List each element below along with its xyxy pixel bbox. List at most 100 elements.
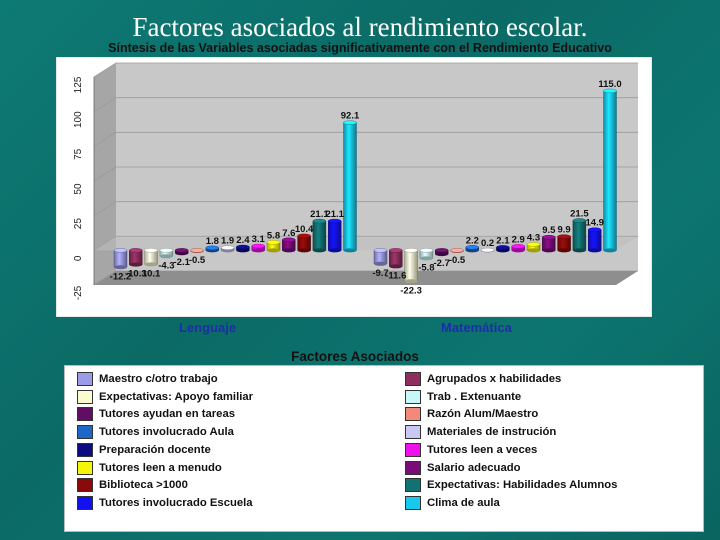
gridline <box>93 166 638 182</box>
bar-base <box>527 248 540 253</box>
legend-swatch <box>405 425 421 440</box>
bar-cap <box>419 248 434 253</box>
bar-base <box>588 248 602 253</box>
bar-body <box>572 220 587 251</box>
bar-cap <box>496 245 510 250</box>
bar-base <box>328 248 342 253</box>
gridline <box>93 62 638 78</box>
data-label: 21.1 <box>310 209 329 220</box>
gridline <box>93 201 638 217</box>
legend-title: Factores Asociados <box>291 349 419 364</box>
bar <box>159 248 174 259</box>
y-tick-label: -25 <box>73 285 84 300</box>
bar-cap <box>511 244 525 249</box>
data-label: -11.6 <box>385 270 406 281</box>
data-label: -10.3 <box>125 269 147 280</box>
data-label: 1.9 <box>221 236 234 247</box>
bar-cap <box>113 248 128 253</box>
category-label-lenguaje: Lenguaje <box>179 320 237 335</box>
bar-base <box>374 261 387 266</box>
bar-cap <box>404 248 418 253</box>
data-label: 4.3 <box>527 232 540 243</box>
bar <box>603 88 617 253</box>
data-label: 9.9 <box>557 225 570 236</box>
bar <box>113 248 128 270</box>
legend-label: Clima de aula <box>427 496 500 509</box>
bar-base <box>389 264 403 269</box>
bar-base <box>236 248 250 253</box>
legend-label: Maestro c/otro trabajo <box>99 373 218 385</box>
y-axis: -25 0 25 50 75 100 125 <box>73 76 95 300</box>
legend-swatch <box>405 372 421 386</box>
bar-cap <box>389 248 403 253</box>
chart-zero-plane <box>94 236 638 251</box>
bar-cap <box>190 248 204 253</box>
bar <box>205 245 220 253</box>
category-label-matematica: Matemática <box>441 320 512 335</box>
data-label: 10.1 <box>142 268 161 279</box>
legend-item: Maestro c/otro trabajo <box>77 372 218 386</box>
data-label: 7.6 <box>282 228 295 239</box>
legend-label: Materiales de instrución <box>427 426 557 439</box>
legend-label: Trab . Extenuante <box>427 390 522 403</box>
legend-item: Tutores leen a veces <box>405 442 537 457</box>
slide-title: Factores asociados al rendimiento escola… <box>132 12 588 42</box>
data-label: 21.5 <box>570 209 589 220</box>
bar-base <box>312 248 326 253</box>
data-label: -12.2 <box>110 271 132 282</box>
bar <box>465 245 479 253</box>
legend-item: Trab . Extenuante <box>405 389 522 404</box>
bar <box>588 227 602 253</box>
data-label: 3.1 <box>252 234 266 245</box>
bar-cap <box>480 247 495 253</box>
legend-label: Expectativas: Apoyo familiar <box>99 390 254 403</box>
chart-legend: Maestro c/otro trabajo Expectativas: Apoy… <box>64 365 704 532</box>
legend-label: Salario adecuado <box>427 461 521 474</box>
data-label: 92.1 <box>341 111 360 122</box>
bar-cap <box>312 218 327 224</box>
data-label: -2.1 <box>174 257 191 268</box>
data-label: 2.1 <box>496 235 510 246</box>
legend-swatch <box>77 495 93 510</box>
bar-base <box>159 254 173 259</box>
bar-base <box>267 248 280 253</box>
data-label: -0.5 <box>449 255 466 266</box>
bar-cap <box>526 242 541 247</box>
bar <box>404 248 418 284</box>
legend-swatch <box>77 389 93 404</box>
legend-item: Razón Alum/Maestro <box>405 407 538 422</box>
bar-cap <box>236 244 250 250</box>
bar-body <box>603 90 617 251</box>
bar-base <box>144 262 158 267</box>
bar-cap <box>542 234 556 240</box>
bar <box>419 248 434 261</box>
y-tick-label: 100 <box>73 111 84 128</box>
bar-base <box>251 248 265 253</box>
bar-body <box>113 250 128 268</box>
bar-cap <box>557 234 571 239</box>
data-label: -9.7 <box>372 268 388 279</box>
legend-swatch <box>77 478 93 493</box>
legend-swatch <box>77 407 93 422</box>
data-label: -5.8 <box>418 262 434 273</box>
data-label: -2.7 <box>434 258 450 269</box>
bar-cap <box>159 248 174 253</box>
data-label: 115.0 <box>598 79 621 90</box>
bar-base <box>557 248 571 253</box>
bar-base <box>435 252 449 257</box>
legend-item: Agrupados x habilidades <box>405 372 561 386</box>
bar-body <box>312 220 327 251</box>
legend-swatch <box>405 478 421 493</box>
legend-item: Biblioteca >1000 <box>77 478 188 493</box>
bar-body <box>389 250 403 267</box>
data-label: -0.5 <box>189 255 206 266</box>
y-tick-label: 125 <box>73 76 84 93</box>
bar-cap <box>205 245 220 251</box>
bar-base <box>114 265 127 270</box>
gridline <box>93 97 638 113</box>
legend-label: Tutores ayudan en tareas <box>99 408 236 421</box>
bar <box>236 244 250 253</box>
legend-label: Preparación docente <box>99 443 211 456</box>
bar-base <box>511 248 525 253</box>
legend-item: Expectativas: Apoyo familiar <box>77 389 254 404</box>
